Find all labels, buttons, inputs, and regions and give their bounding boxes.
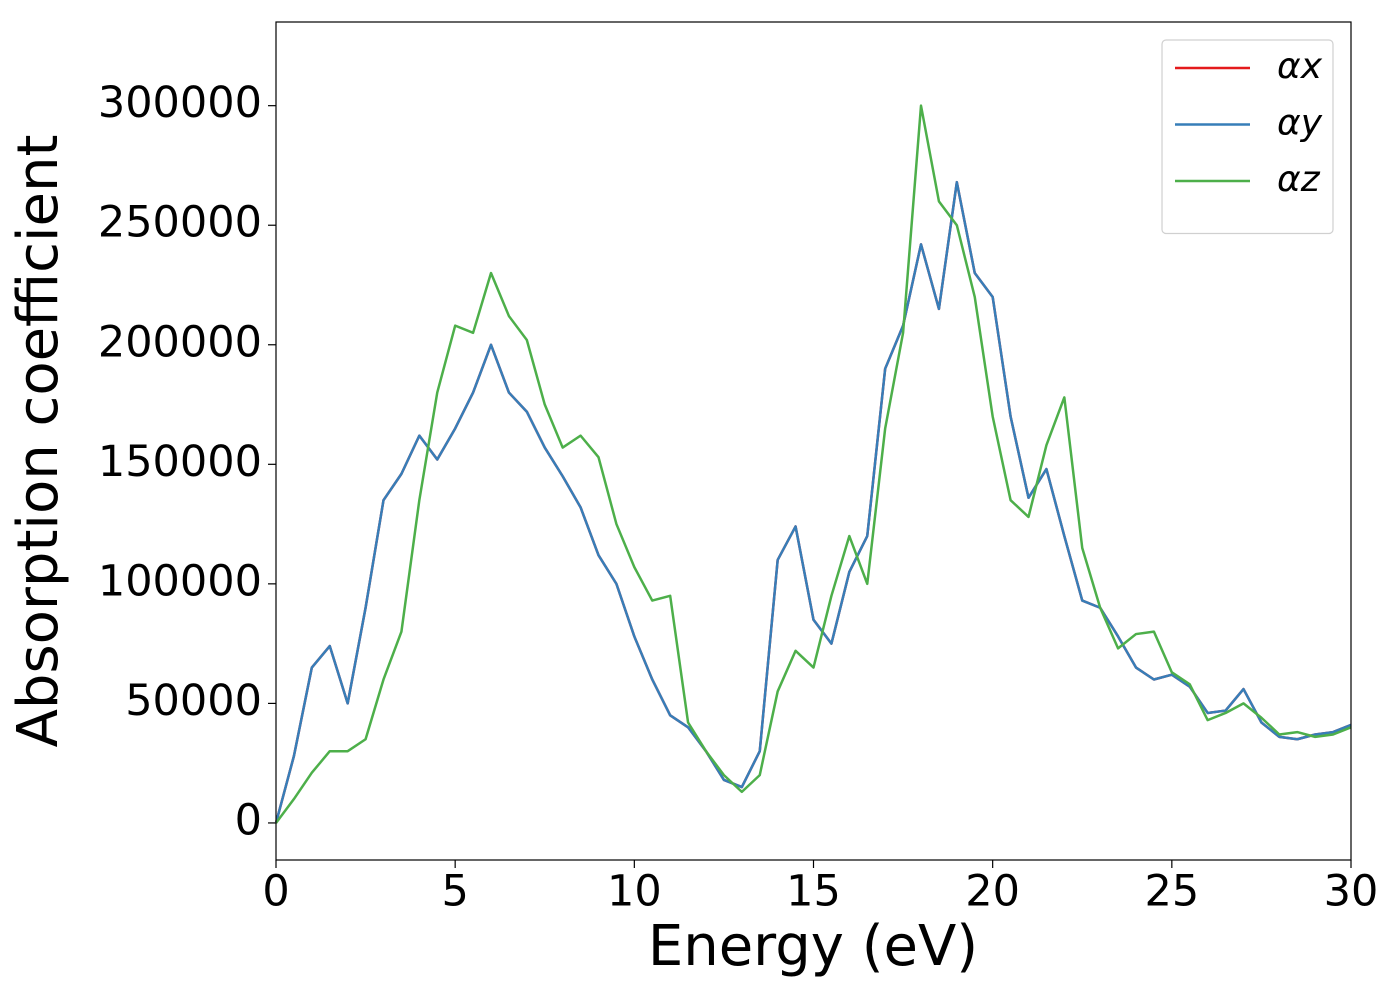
x-tick-label: 25 (1144, 867, 1199, 917)
legend-label: αy (1277, 103, 1323, 144)
legend-box (1161, 39, 1334, 235)
y-tick-label: 200000 (98, 317, 262, 367)
x-axis-label: Energy (eV) (648, 914, 978, 979)
x-tick-label: 20 (965, 867, 1020, 917)
y-tick-label: 150000 (98, 437, 262, 487)
y-tick-label: 300000 (98, 78, 262, 128)
x-tick-label: 30 (1324, 867, 1379, 917)
data-line (274, 180, 1352, 824)
y-tick-label: 0 (235, 795, 262, 845)
data-line (274, 104, 1352, 824)
x-tick-label: 5 (441, 867, 468, 917)
y-tick-label: 50000 (125, 676, 262, 726)
data-line (274, 180, 1352, 824)
legend-label: αx (1277, 46, 1323, 87)
legend-label: αz (1277, 159, 1321, 200)
x-tick-label: 15 (786, 867, 841, 917)
y-tick-label: 250000 (98, 198, 262, 248)
y-tick-label: 100000 (98, 556, 262, 606)
x-tick-label: 0 (262, 867, 289, 917)
plot-frame (275, 21, 1352, 861)
x-tick-label: 10 (607, 867, 662, 917)
y-axis-label: Absorption coefficient (6, 135, 71, 748)
